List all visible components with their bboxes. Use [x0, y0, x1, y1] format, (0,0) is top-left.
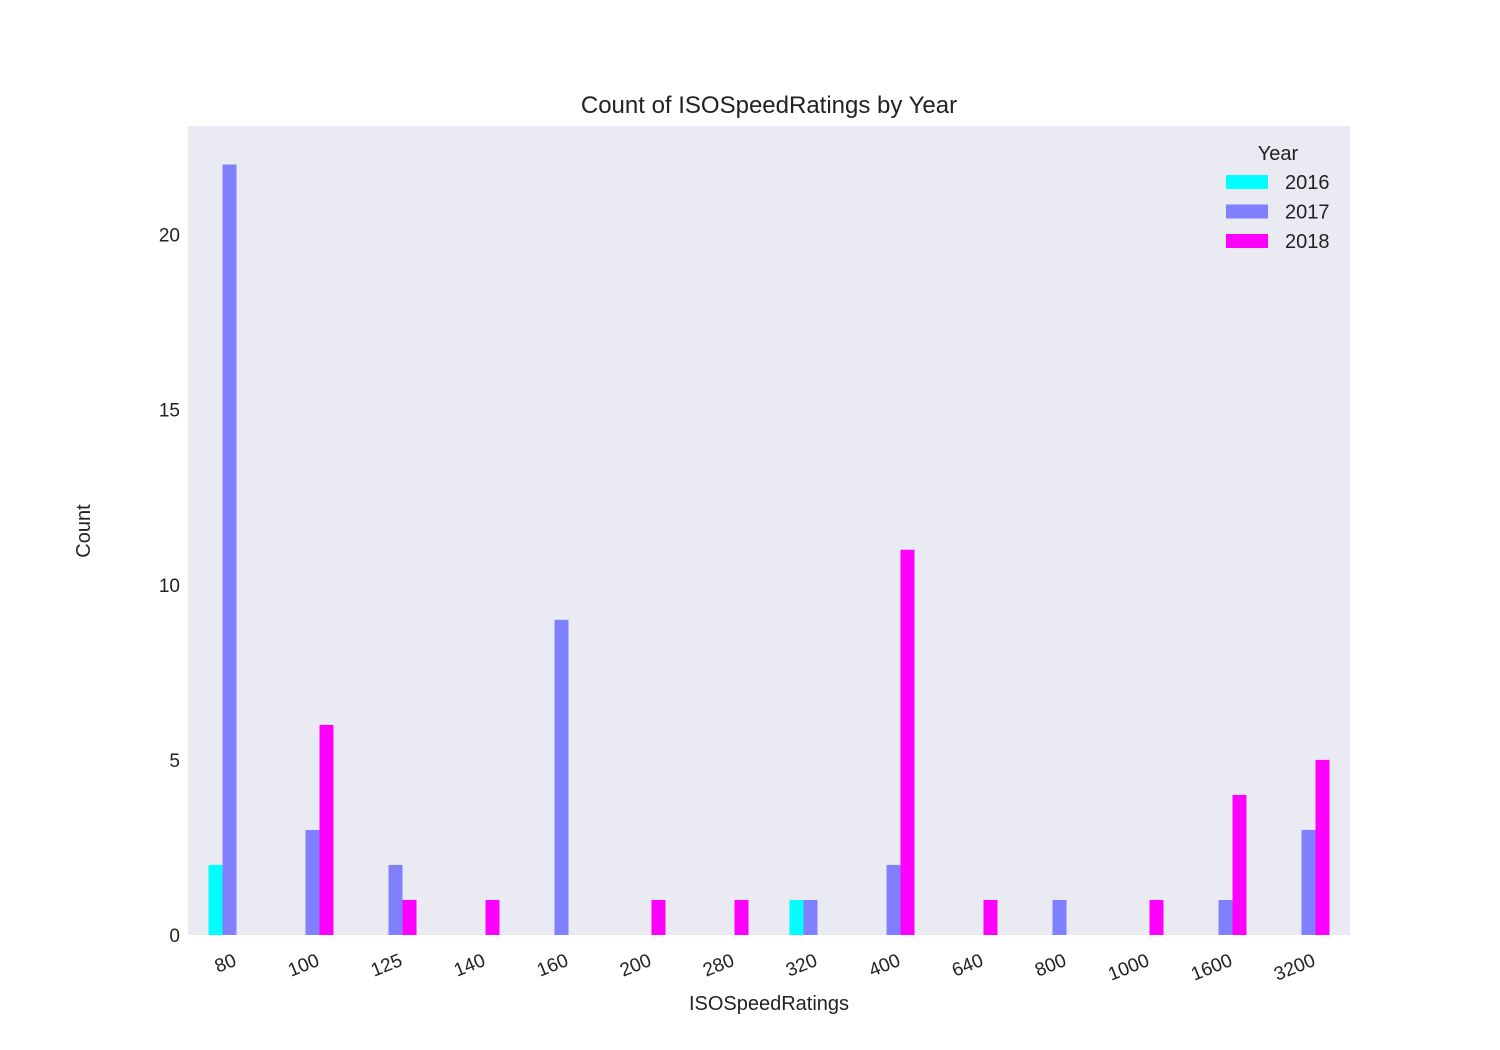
bar-2016-80	[208, 864, 223, 935]
legend-label-2017: 2017	[1285, 202, 1330, 224]
bar-2018-140	[485, 899, 500, 935]
bar-2017-1600	[1218, 899, 1233, 935]
bar-2017-125	[388, 864, 403, 935]
x-tick-label: 1600	[1188, 950, 1235, 985]
bar-2017-800	[1052, 899, 1067, 935]
bar-2017-400	[886, 864, 901, 935]
y-axis-label: Count	[73, 504, 95, 558]
bar-2017-3200	[1301, 829, 1316, 935]
x-tick-label: 3200	[1271, 950, 1318, 985]
bar-2018-1600	[1232, 794, 1247, 935]
bar-2018-1000	[1149, 899, 1164, 935]
bar-2017-100	[305, 829, 320, 935]
bar-2018-200	[651, 899, 666, 935]
x-tick-label: 400	[866, 950, 903, 981]
legend-label-2016: 2016	[1285, 172, 1330, 194]
y-tick-label: 5	[169, 751, 180, 772]
bar-2017-320	[803, 899, 818, 935]
bars-group	[208, 164, 1330, 935]
legend-title: Year	[1258, 143, 1299, 165]
x-tick-label: 800	[1032, 950, 1069, 981]
x-tick-label: 320	[783, 950, 820, 981]
bar-2017-80	[222, 164, 237, 935]
bar-2018-640	[983, 899, 998, 935]
x-axis-label: ISOSpeedRatings	[689, 993, 849, 1015]
legend: Year 2016 2017 2018	[1226, 143, 1330, 253]
chart-title: Count of ISOSpeedRatings by Year	[581, 92, 957, 119]
x-tick-label: 80	[212, 950, 239, 977]
bar-2016-320	[789, 899, 804, 935]
x-tick-label: 280	[700, 950, 737, 981]
y-tick-label: 20	[159, 226, 180, 247]
x-tick-label: 125	[368, 950, 405, 981]
x-tick-label: 1000	[1105, 950, 1152, 985]
y-tick-label: 10	[159, 576, 180, 597]
bar-2018-400	[900, 549, 915, 935]
bar-2018-125	[402, 899, 417, 935]
legend-label-2018: 2018	[1285, 231, 1330, 253]
y-axis-ticks: 0 5 10 15 20	[159, 226, 180, 947]
x-tick-label: 200	[617, 950, 654, 981]
x-tick-label: 140	[451, 950, 488, 981]
y-tick-label: 0	[169, 926, 180, 947]
legend-swatch-2016	[1226, 175, 1268, 189]
bar-2017-160	[554, 619, 569, 935]
x-tick-label: 160	[534, 950, 571, 981]
bar-2018-280	[734, 899, 749, 935]
bar-2018-3200	[1315, 759, 1330, 935]
legend-swatch-2018	[1226, 234, 1268, 248]
y-tick-label: 15	[159, 401, 180, 422]
legend-items: 2016 2017 2018	[1226, 172, 1330, 253]
legend-swatch-2017	[1226, 204, 1268, 219]
plot-area	[188, 126, 1350, 935]
x-tick-label: 640	[949, 950, 986, 981]
x-tick-label: 100	[285, 950, 322, 981]
bar-2018-100	[319, 724, 334, 935]
x-axis-ticks: 80 100 125 140 160 200 280 320 400 640 800 1000 1600…	[212, 950, 1318, 985]
